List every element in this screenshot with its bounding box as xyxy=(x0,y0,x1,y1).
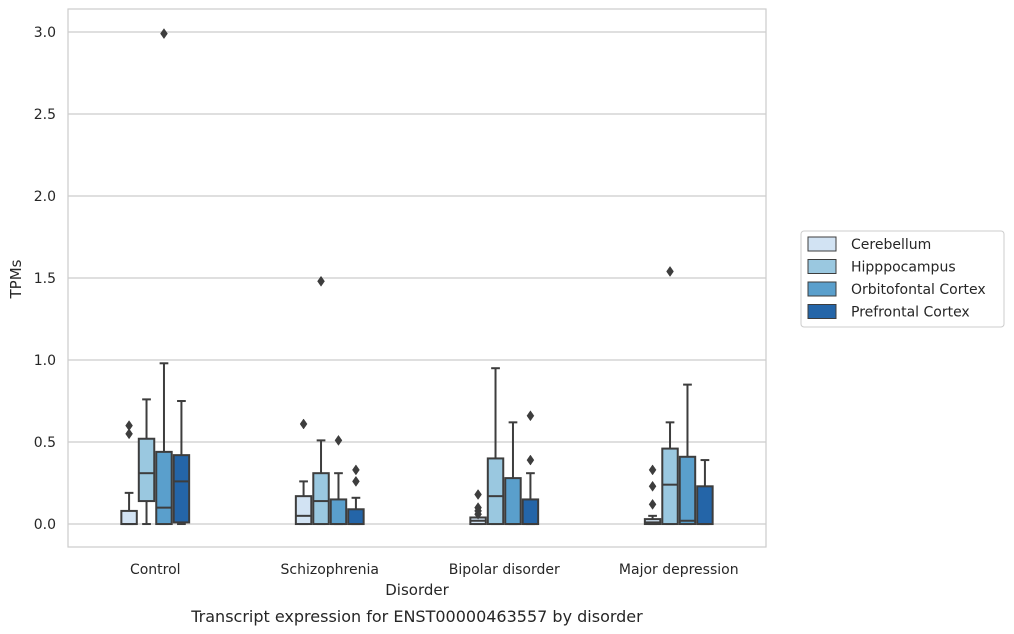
outlier-point xyxy=(352,464,360,476)
outlier-point xyxy=(474,489,482,500)
x-tick-label: Major depression xyxy=(619,562,739,578)
x-tick-label: Schizophrenia xyxy=(281,562,379,578)
box-hipppocampus xyxy=(486,367,505,526)
box-cerebellum xyxy=(469,489,487,526)
chart-caption: Transcript expression for ENST0000046355… xyxy=(190,607,643,626)
y-axis-ticks: 0.0 0.5 1.0 1.5 2.0 2.5 3.0 xyxy=(34,25,56,533)
plot-area-frame xyxy=(67,8,767,548)
outlier-point xyxy=(352,475,360,487)
box-iqr xyxy=(521,498,540,526)
y-tick-label: 0.5 xyxy=(34,435,56,451)
box-hipppocampus xyxy=(661,266,679,526)
legend-frame xyxy=(800,230,1005,328)
outlier-point xyxy=(299,418,308,430)
y-tick-label: 3.0 xyxy=(34,25,56,41)
outlier-point xyxy=(160,28,168,40)
box-iqr xyxy=(137,437,156,503)
legend-label: Prefrontal Cortex xyxy=(851,305,970,321)
box-iqr xyxy=(696,485,714,526)
box-hipppocampus xyxy=(137,398,156,526)
legend-label: Hipppocampus xyxy=(851,260,956,276)
box-prefrontal-cortex xyxy=(696,459,714,526)
legend-swatch xyxy=(807,259,837,274)
y-axis-label: TPMs xyxy=(7,259,25,299)
box-iqr xyxy=(678,455,697,526)
outlier-point xyxy=(526,410,535,422)
box-cerebellum xyxy=(643,464,662,526)
box-orbitofontal-cortex xyxy=(155,28,173,526)
box-iqr xyxy=(294,495,313,526)
outlier-point xyxy=(125,428,133,440)
box-groups xyxy=(120,28,714,526)
outlier-point xyxy=(648,464,657,476)
x-tick-label: Bipolar disorder xyxy=(449,562,560,578)
box-iqr xyxy=(312,472,330,526)
outlier-point xyxy=(666,266,674,277)
y-tick-label: 2.5 xyxy=(34,107,56,123)
legend-swatch xyxy=(807,281,837,297)
x-axis-ticks: Control Schizophrenia Bipolar disorder Majo… xyxy=(130,562,739,578)
outlier-point xyxy=(317,275,325,287)
outlier-point xyxy=(526,454,535,466)
outlier-point xyxy=(648,480,657,492)
legend: Cerebellum Hipppocampus Orbitofontal Corte… xyxy=(800,230,1005,328)
outlier-point xyxy=(474,502,482,514)
box-iqr xyxy=(661,447,679,526)
box-orbitofontal-cortex xyxy=(678,383,697,526)
x-tick-label: Control xyxy=(130,562,181,578)
x-axis-label: Disorder xyxy=(385,581,449,599)
box-hipppocampus xyxy=(312,275,330,526)
legend-swatch xyxy=(807,236,837,252)
box-prefrontal-cortex xyxy=(172,400,191,526)
legend-entries: Cerebellum Hipppocampus Orbitofontal Corte… xyxy=(807,236,986,321)
box-iqr xyxy=(120,509,138,526)
y-tick-label: 1.5 xyxy=(34,271,56,287)
box-prefrontal-cortex xyxy=(521,410,540,526)
outlier-point xyxy=(125,420,133,432)
box-cerebellum xyxy=(294,418,313,526)
box-iqr xyxy=(155,450,173,526)
legend-label: Cerebellum xyxy=(851,237,931,253)
legend-label: Orbitofontal Cortex xyxy=(851,282,986,298)
y-tick-label: 1.0 xyxy=(34,353,56,369)
gridlines xyxy=(68,31,766,525)
outlier-point xyxy=(648,498,657,510)
box-orbitofontal-cortex xyxy=(329,434,348,526)
box-orbitofontal-cortex xyxy=(504,421,522,526)
box-iqr xyxy=(329,498,348,526)
box-iqr xyxy=(347,508,365,526)
y-tick-label: 0.0 xyxy=(34,517,56,533)
box-cerebellum xyxy=(120,420,138,526)
box-iqr xyxy=(486,457,505,526)
box-iqr xyxy=(172,454,191,524)
y-tick-label: 2.0 xyxy=(34,189,56,205)
box-prefrontal-cortex xyxy=(347,464,365,526)
legend-swatch xyxy=(807,304,837,319)
box-iqr xyxy=(504,477,522,526)
outlier-point xyxy=(334,434,343,446)
